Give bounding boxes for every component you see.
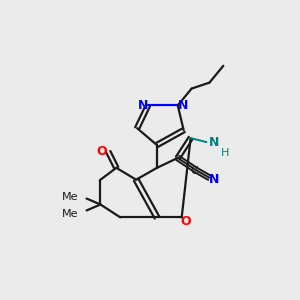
Text: C: C [191,166,199,176]
Text: O: O [180,215,191,228]
Text: Me: Me [62,192,79,202]
Text: N: N [178,99,188,112]
Text: H: H [221,148,230,158]
Text: N: N [138,99,148,112]
Text: O: O [96,146,107,158]
Text: N: N [209,173,220,186]
Text: Me: Me [62,209,79,219]
Text: N: N [209,136,220,148]
